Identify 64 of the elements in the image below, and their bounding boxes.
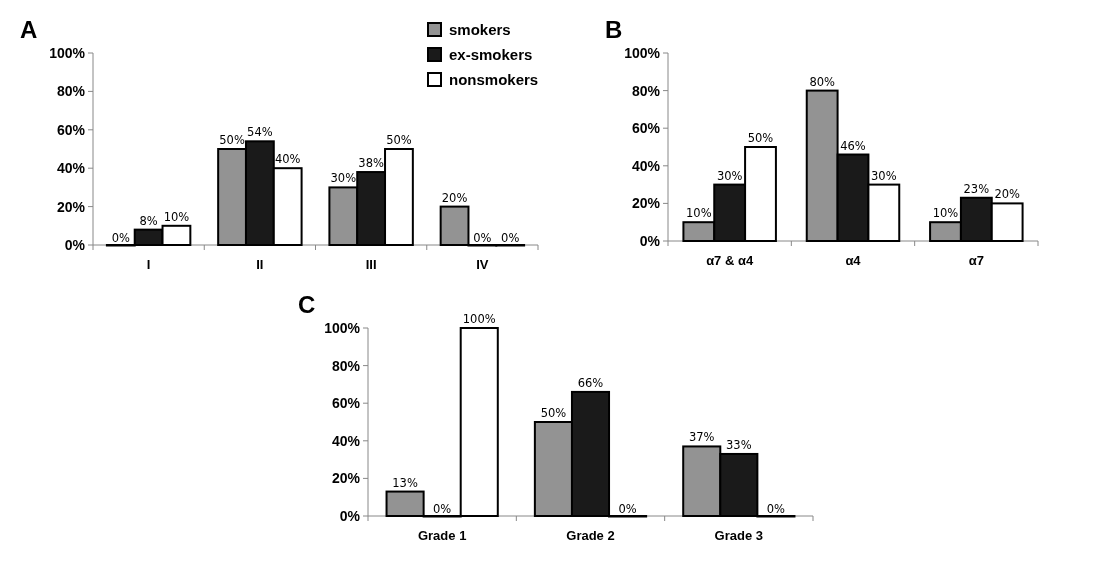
data-label: 13% xyxy=(392,475,418,490)
y-tick-label: 0% xyxy=(339,507,361,524)
x-tick-label: Grade 1 xyxy=(417,528,467,543)
x-tick-label: I xyxy=(146,257,151,272)
data-label: 10% xyxy=(686,206,712,221)
y-tick-label: 40% xyxy=(56,160,86,177)
y-tick-label: 60% xyxy=(56,121,86,138)
data-label: 30% xyxy=(871,168,897,183)
y-tick-label: 20% xyxy=(631,195,661,212)
data-label: 0% xyxy=(433,502,452,516)
data-label: 37% xyxy=(688,430,715,445)
y-tick-label: 20% xyxy=(56,198,86,215)
data-label: 33% xyxy=(726,437,752,452)
data-label: 20% xyxy=(441,190,468,205)
legend-label: smokers xyxy=(449,21,511,39)
chart-title: A xyxy=(20,16,38,43)
data-label: 30% xyxy=(330,171,357,186)
data-label: 38% xyxy=(358,156,384,171)
y-tick-label: 0% xyxy=(64,236,86,253)
data-label: 50% xyxy=(219,133,245,147)
x-tick-label: α4 xyxy=(845,253,862,268)
chart-title: C xyxy=(298,291,316,318)
y-tick-label: 100% xyxy=(49,44,86,61)
x-tick-label: Grade 3 xyxy=(714,528,764,543)
data-label: 46% xyxy=(840,138,866,153)
data-label: 50% xyxy=(747,131,774,145)
y-tick-label: 80% xyxy=(56,83,86,100)
data-label: 40% xyxy=(274,152,301,167)
y-tick-label: 60% xyxy=(331,395,361,412)
data-label: 50% xyxy=(540,406,567,420)
y-tick-label: 40% xyxy=(631,157,661,174)
data-label: 10% xyxy=(932,206,959,221)
y-tick-label: 60% xyxy=(631,120,661,137)
x-tick-label: α7 xyxy=(968,253,984,268)
y-tick-label: 40% xyxy=(331,432,361,449)
legend-label: nonsmokers xyxy=(449,71,539,89)
y-tick-label: 100% xyxy=(324,319,361,336)
y-tick-label: 0% xyxy=(639,232,661,249)
x-tick-label: II xyxy=(256,257,264,272)
y-tick-label: 100% xyxy=(624,44,661,61)
x-tick-label: III xyxy=(365,257,377,272)
data-label: 66% xyxy=(577,375,604,390)
y-tick-label: 80% xyxy=(631,82,661,99)
data-label: 0% xyxy=(766,502,786,516)
data-label: 50% xyxy=(386,133,412,147)
data-label: 80% xyxy=(809,74,836,89)
data-label: 0% xyxy=(111,231,130,245)
data-label: 30% xyxy=(716,168,743,183)
chart-title: B xyxy=(605,16,623,43)
data-label: 100% xyxy=(462,312,496,326)
y-tick-label: 20% xyxy=(331,470,361,487)
data-label: 20% xyxy=(994,187,1021,202)
data-label: 10% xyxy=(163,209,190,224)
data-label: 0% xyxy=(501,231,520,245)
data-label: 0% xyxy=(618,502,637,516)
data-label: 54% xyxy=(247,125,273,140)
x-tick-label: α7 & α4 xyxy=(706,253,754,268)
x-tick-label: Grade 2 xyxy=(566,528,615,543)
data-label: 8% xyxy=(139,213,158,228)
data-label: 23% xyxy=(963,181,990,196)
y-tick-label: 80% xyxy=(331,357,361,374)
legend-label: ex-smokers xyxy=(449,46,533,64)
data-label: 0% xyxy=(473,231,492,245)
x-tick-label: IV xyxy=(476,257,489,272)
